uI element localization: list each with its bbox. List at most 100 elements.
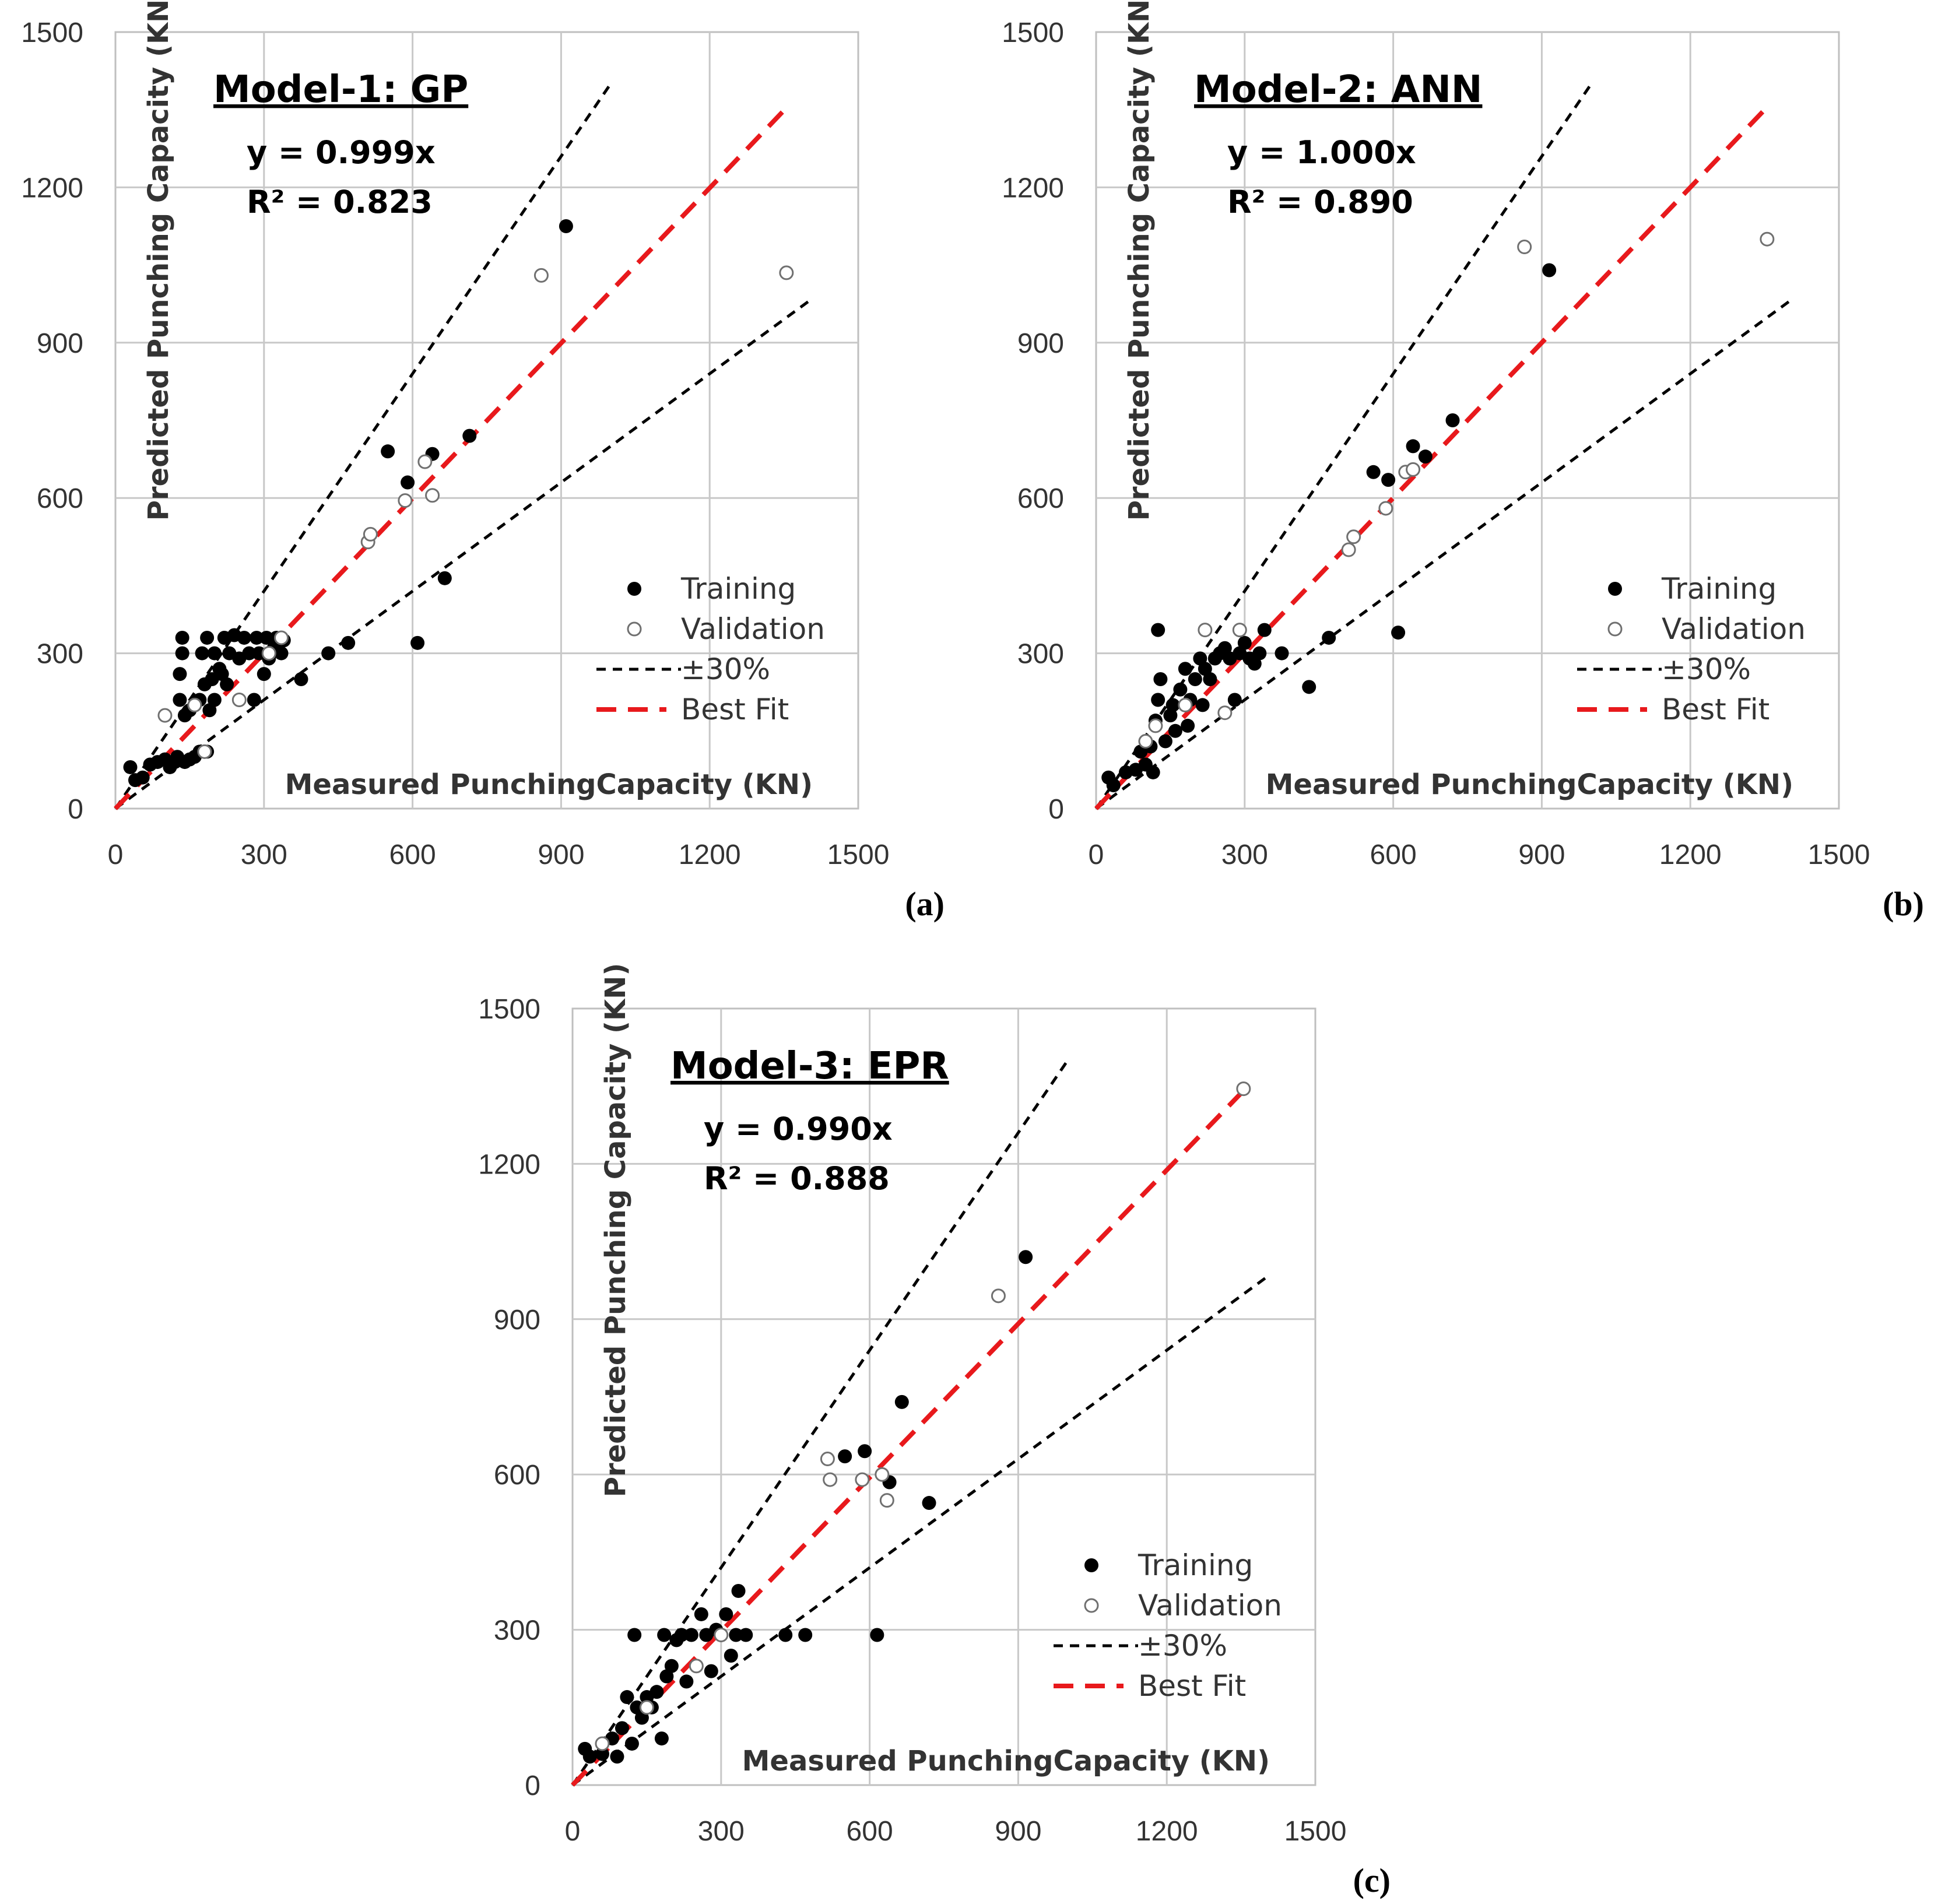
validation-point bbox=[261, 646, 276, 661]
training-point bbox=[259, 630, 274, 645]
legend: Training Validation ±30% Best Fit bbox=[596, 572, 825, 726]
training-point bbox=[123, 760, 138, 774]
validation-point bbox=[1236, 1081, 1251, 1097]
training-point bbox=[729, 1628, 743, 1642]
training-point bbox=[1181, 718, 1195, 733]
x-axis-title: Measured PunchingCapacity (KN) bbox=[1266, 768, 1793, 801]
plot-area bbox=[571, 1007, 1316, 1786]
training-point bbox=[207, 693, 222, 707]
x-tick-label: 0 bbox=[565, 1816, 581, 1847]
legend-validation-marker bbox=[1084, 1598, 1099, 1613]
training-point bbox=[674, 1628, 689, 1642]
training-point bbox=[1198, 662, 1212, 676]
panel-title: Model-2: ANN bbox=[1194, 68, 1482, 111]
validation-point bbox=[1217, 705, 1233, 721]
training-point bbox=[1203, 672, 1217, 686]
y-tick-label: 600 bbox=[37, 483, 83, 514]
training-point bbox=[294, 672, 308, 686]
legend-bestfit-label: Best Fit bbox=[1662, 693, 1770, 726]
series-validation bbox=[1138, 231, 1775, 749]
y-tick-label: 1500 bbox=[1002, 17, 1064, 48]
training-point bbox=[237, 630, 251, 645]
training-point bbox=[1106, 778, 1121, 793]
training-point bbox=[1151, 623, 1165, 637]
x-tick-label: 600 bbox=[847, 1816, 893, 1847]
y-tick-label: 1200 bbox=[21, 173, 83, 203]
y-tick-label: 1200 bbox=[478, 1149, 540, 1180]
training-point bbox=[719, 1607, 733, 1621]
training-point bbox=[321, 646, 336, 661]
training-point bbox=[1195, 698, 1210, 712]
best-fit-line bbox=[571, 1091, 1243, 1787]
training-point bbox=[778, 1628, 793, 1642]
training-point bbox=[462, 428, 477, 443]
validation-point bbox=[197, 744, 212, 759]
training-point bbox=[215, 667, 229, 681]
y-axis-title: Predicted Punching Capacity (KN) bbox=[599, 963, 632, 1498]
legend-training-marker bbox=[1608, 582, 1622, 596]
training-point bbox=[341, 635, 356, 650]
training-point bbox=[659, 1669, 674, 1684]
training-point bbox=[1165, 698, 1180, 712]
validation-point bbox=[1341, 542, 1356, 557]
y-tick-label: 0 bbox=[68, 794, 83, 825]
training-point bbox=[1019, 1250, 1033, 1264]
legend: Training Validation ±30% Best Fit bbox=[1577, 572, 1806, 726]
legend-30pct-label: ±30% bbox=[1138, 1629, 1227, 1663]
validation-point bbox=[274, 630, 289, 645]
validation-point bbox=[533, 268, 549, 283]
training-point bbox=[582, 1750, 597, 1764]
legend-validation-label: Validation bbox=[1662, 612, 1806, 646]
training-point bbox=[247, 693, 261, 707]
legend-training-marker bbox=[1084, 1558, 1098, 1572]
lower-30pct-line bbox=[571, 1276, 1267, 1787]
x-tick-label: 300 bbox=[698, 1816, 745, 1847]
legend-training-label: Training bbox=[1661, 572, 1777, 606]
y-tick-label: 900 bbox=[1017, 328, 1064, 359]
legend-training-marker bbox=[627, 582, 641, 596]
training-point bbox=[200, 630, 215, 645]
validation-point bbox=[1760, 231, 1775, 247]
legend-training-label: Training bbox=[1138, 1548, 1253, 1582]
validation-point bbox=[417, 454, 433, 469]
training-point bbox=[838, 1449, 852, 1464]
training-point bbox=[654, 1731, 669, 1746]
legend-validation-label: Validation bbox=[1138, 1589, 1282, 1622]
training-point bbox=[1146, 765, 1160, 779]
legend-validation-label: Validation bbox=[681, 612, 825, 646]
training-point bbox=[1275, 646, 1289, 661]
validation-point bbox=[157, 708, 173, 723]
validation-point bbox=[1138, 734, 1153, 749]
validation-point bbox=[1232, 623, 1247, 638]
chart-panel-1: 0 300 600 900 1200 1500 0 300 600 900 1200 1500 Mode… bbox=[21, 0, 945, 923]
x-tick-label: 1200 bbox=[679, 839, 741, 870]
lower-30pct-line bbox=[1095, 300, 1791, 810]
training-point bbox=[679, 1674, 694, 1689]
training-point bbox=[401, 475, 415, 490]
y-axis-title: Predicted Punching Capacity (KN) bbox=[142, 0, 175, 521]
legend-validation-marker bbox=[627, 621, 642, 637]
validation-point bbox=[1346, 529, 1361, 544]
validation-point bbox=[187, 697, 202, 712]
training-point bbox=[595, 1747, 609, 1761]
x-tick-label: 0 bbox=[1089, 839, 1104, 870]
r-squared: R² = 0.890 bbox=[1227, 184, 1413, 220]
training-point bbox=[1418, 449, 1433, 464]
training-point bbox=[1168, 723, 1182, 738]
validation-point bbox=[231, 693, 247, 708]
training-point bbox=[381, 444, 395, 459]
x-tick-label: 0 bbox=[108, 839, 124, 870]
best-fit-line bbox=[114, 108, 786, 810]
validation-point bbox=[425, 488, 440, 503]
training-point bbox=[202, 703, 217, 718]
x-axis-title: Measured PunchingCapacity (KN) bbox=[285, 768, 813, 801]
validation-point bbox=[1178, 697, 1193, 712]
panel-letter: (a) bbox=[905, 885, 945, 923]
training-point bbox=[242, 646, 257, 661]
training-point bbox=[1322, 630, 1336, 645]
training-point bbox=[1227, 693, 1242, 707]
training-point bbox=[1366, 465, 1381, 479]
training-point bbox=[1302, 680, 1316, 694]
legend-30pct-label: ±30% bbox=[1662, 652, 1751, 686]
y-tick-label: 0 bbox=[525, 1770, 540, 1801]
